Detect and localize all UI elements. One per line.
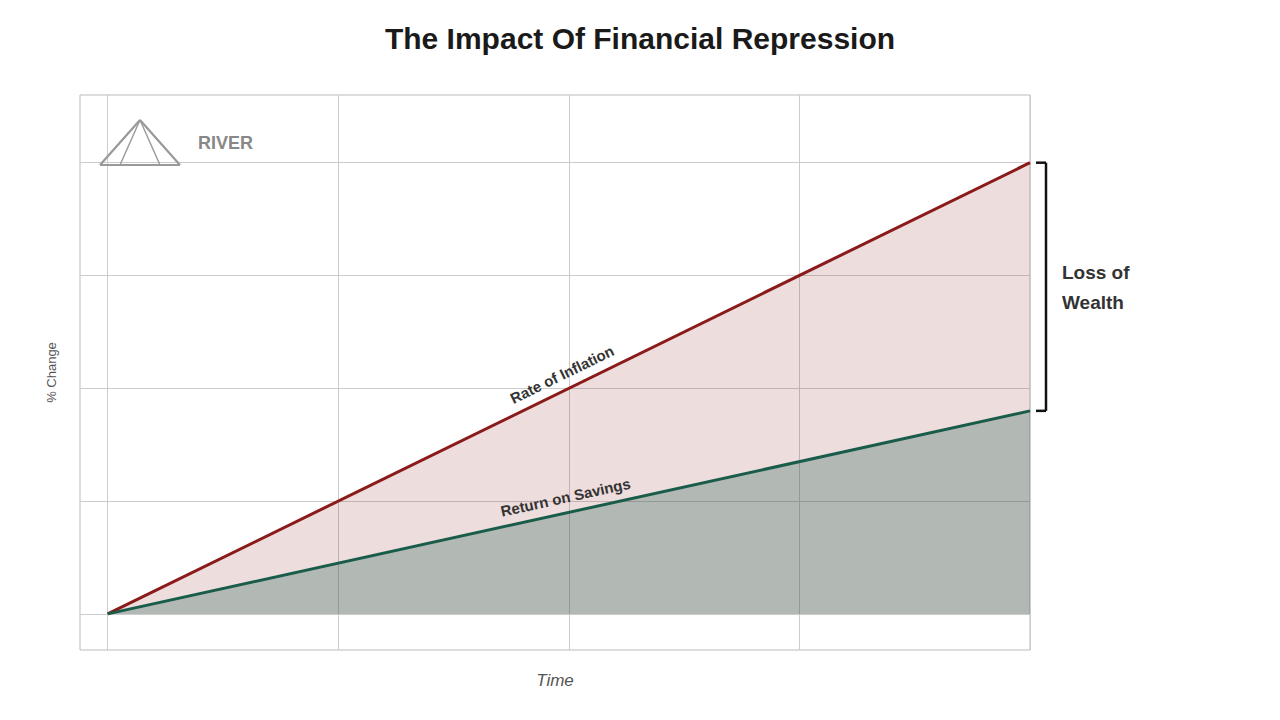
svg-text:Return on Savings: Return on Savings [499, 475, 632, 520]
svg-text:Loss of: Loss of [1062, 262, 1130, 283]
svg-text:Rate of Inflation: Rate of Inflation [507, 342, 616, 407]
svg-text:Time: Time [536, 671, 574, 690]
svg-text:% Change: % Change [44, 342, 59, 403]
svg-text:The Impact Of Financial Repres: The Impact Of Financial Repression [385, 22, 895, 55]
svg-text:RIVER: RIVER [198, 133, 253, 153]
svg-text:Wealth: Wealth [1062, 292, 1124, 313]
